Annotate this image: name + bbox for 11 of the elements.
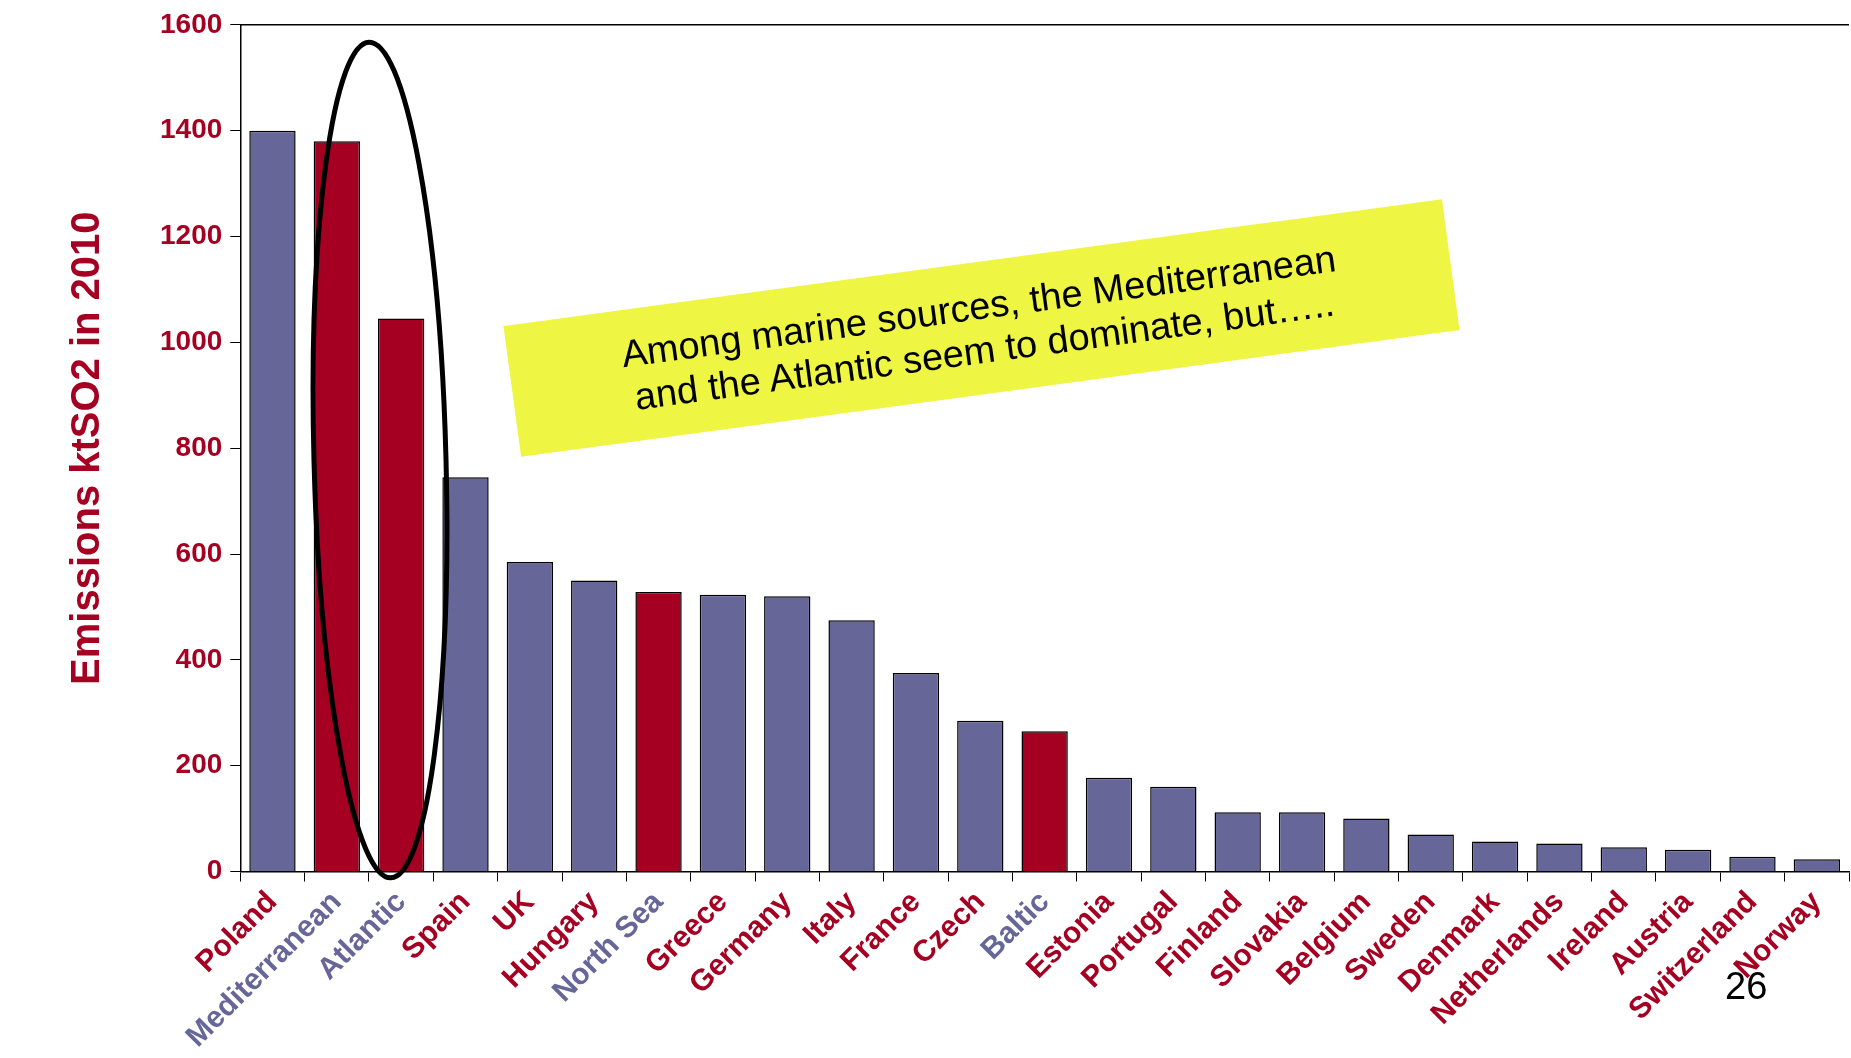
y-tick-label: 800	[175, 430, 223, 462]
y-tick-label: 0	[206, 854, 223, 886]
y-tick-label: 200	[175, 748, 223, 780]
y-tick-label: 1200	[159, 219, 223, 251]
y-tick-label: 1600	[159, 7, 223, 39]
callout-box: Among marine sources, the Mediterranean and the Atlantic seem to dominate, but…..	[503, 199, 1460, 457]
y-tick-label: 400	[175, 642, 223, 674]
y-tick-label: 600	[175, 536, 223, 568]
y-tick-label: 1000	[159, 325, 223, 357]
y-tick-label: 1400	[159, 113, 223, 145]
y-axis-title: Emissions ktSO2 in 2010	[63, 211, 108, 685]
